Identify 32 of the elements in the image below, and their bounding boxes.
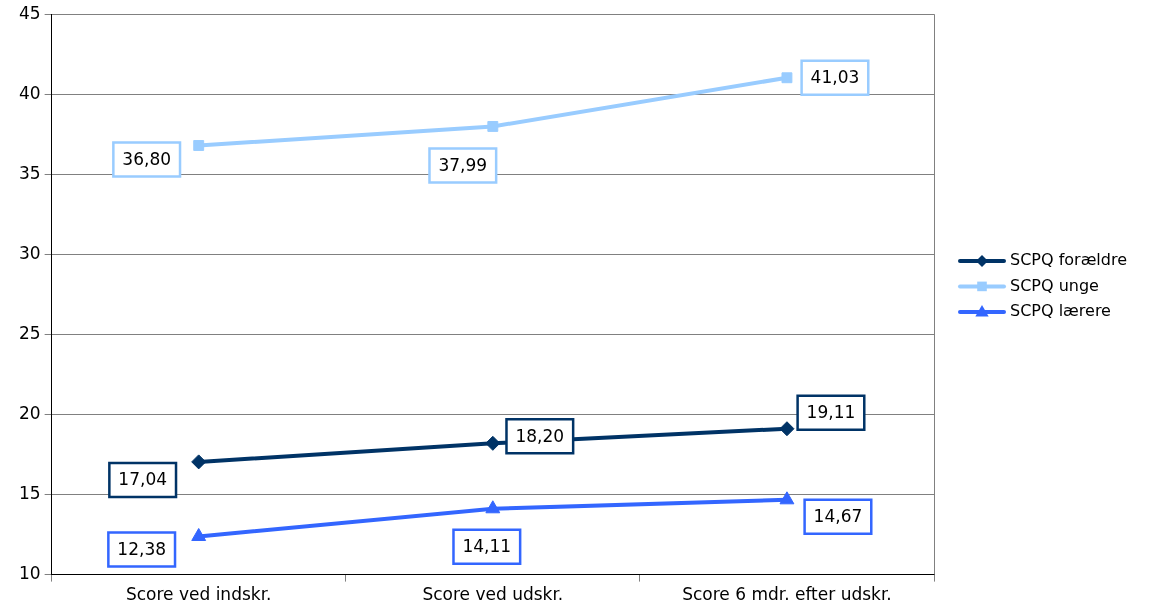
legend-label: SCPQ lærere (1010, 301, 1111, 321)
data-label: 14,67 (813, 506, 863, 527)
point (485, 500, 501, 514)
data-label: 12,38 (117, 538, 167, 559)
data-label: 36,80 (122, 148, 172, 169)
y-tick-label: 10 (18, 563, 41, 584)
y-tick-label: 15 (18, 482, 41, 503)
legend-label: SCPQ forældre (1010, 250, 1128, 270)
point (487, 120, 499, 132)
y-tick-label: 30 (18, 242, 41, 263)
y-tick-label: 35 (18, 162, 41, 183)
y-tick-label: 25 (18, 322, 41, 343)
data-label: 37,99 (438, 154, 488, 175)
point (193, 140, 205, 151)
y-tick-label: 20 (18, 402, 41, 423)
point (485, 435, 501, 451)
point (191, 454, 207, 470)
x-tick-label: Score ved indskr. (125, 584, 272, 605)
legend-label: SCPQ unge (1010, 275, 1099, 295)
point (781, 72, 793, 84)
point (779, 491, 795, 505)
y-tick-label: 40 (18, 82, 41, 103)
data-label: 17,04 (118, 469, 168, 490)
point (779, 421, 795, 437)
data-label: 19,11 (806, 402, 856, 423)
y-tick-label: 45 (18, 2, 41, 23)
data-label: 41,03 (810, 67, 860, 88)
x-tick-label: Score ved udskr. (422, 584, 564, 605)
point (191, 527, 207, 541)
data-label: 14,11 (462, 536, 512, 557)
x-tick-label: Score 6 mdr. efter udskr. (682, 584, 892, 605)
data-label: 18,20 (515, 425, 565, 446)
